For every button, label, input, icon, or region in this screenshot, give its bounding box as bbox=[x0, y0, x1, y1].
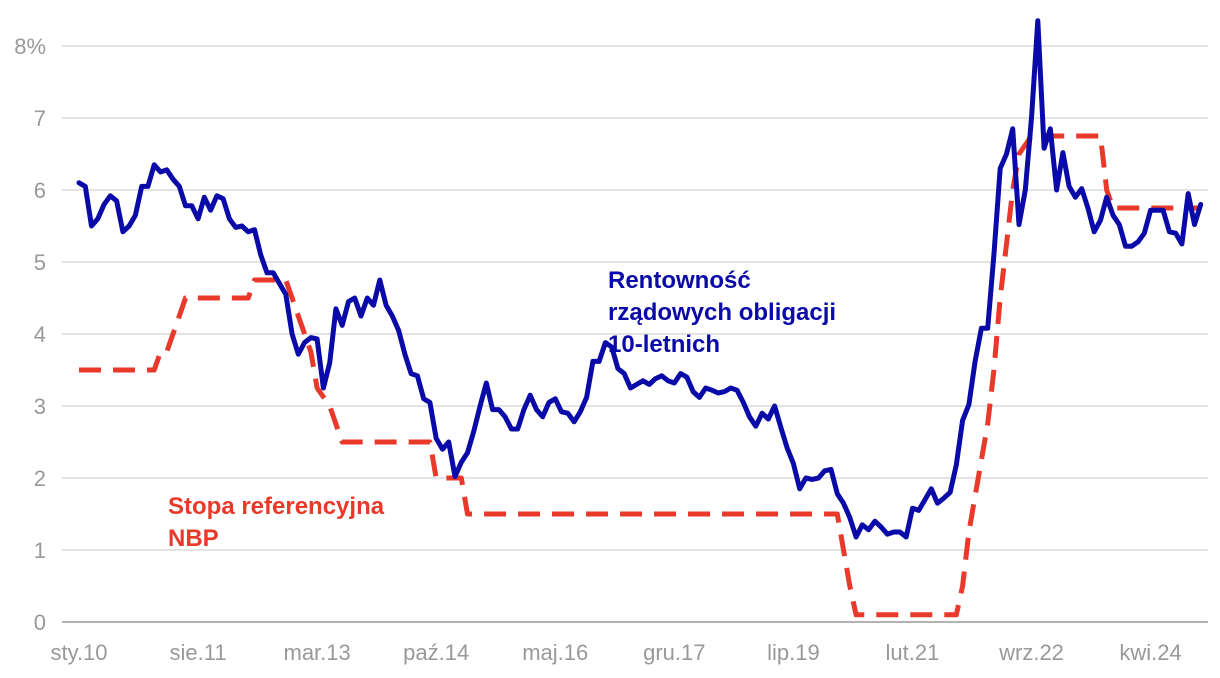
reference-rate-annotation: Stopa referencyjna NBP bbox=[168, 493, 391, 552]
x-tick-label: gru.17 bbox=[643, 640, 705, 665]
y-tick-label: 3 bbox=[34, 394, 46, 419]
y-tick-label: 6 bbox=[34, 178, 46, 203]
x-tick-label: mar.13 bbox=[284, 640, 351, 665]
x-tick-label: paź.14 bbox=[403, 640, 469, 665]
x-tick-label: lip.19 bbox=[767, 640, 820, 665]
rate-annotation-line-1: Stopa referencyjna bbox=[168, 493, 385, 520]
series-lines bbox=[76, 18, 1204, 618]
x-tick-label: sty.10 bbox=[50, 640, 107, 665]
bond-annotation-line-1: Rentowność bbox=[608, 267, 751, 294]
x-tick-label: kwi.24 bbox=[1119, 640, 1181, 665]
y-tick-label: 4 bbox=[34, 322, 46, 347]
y-tick-label: 2 bbox=[34, 466, 46, 491]
rate-annotation-line-2: NBP bbox=[168, 525, 219, 552]
bond-annotation-line-2: rządowych obligacji bbox=[608, 299, 836, 326]
x-tick-label: maj.16 bbox=[522, 640, 588, 665]
y-axis: 0 1 2 3 4 5 6 7 8% bbox=[14, 34, 46, 635]
grid-lines bbox=[62, 45, 1208, 623]
x-tick-label: sie.11 bbox=[170, 640, 227, 665]
y-tick-label: 8% bbox=[14, 34, 46, 59]
y-tick-label: 1 bbox=[34, 538, 46, 563]
bond-annotation-line-3: 10-letnich bbox=[608, 331, 720, 358]
x-tick-label: lut.21 bbox=[886, 640, 940, 665]
x-tick-label: wrz.22 bbox=[998, 640, 1064, 665]
y-tick-label: 7 bbox=[34, 106, 46, 131]
y-tick-label: 0 bbox=[34, 610, 46, 635]
x-axis: sty.10 sie.11 mar.13 paź.14 maj.16 gru.17 lip.… bbox=[50, 640, 1181, 665]
bond-yield-annotation: Rentowność rządowych obligacji 10-letnic… bbox=[608, 267, 843, 358]
y-tick-label: 5 bbox=[34, 250, 46, 275]
bond-yield-line bbox=[76, 18, 1204, 540]
reference-rate-line bbox=[79, 133, 1201, 618]
